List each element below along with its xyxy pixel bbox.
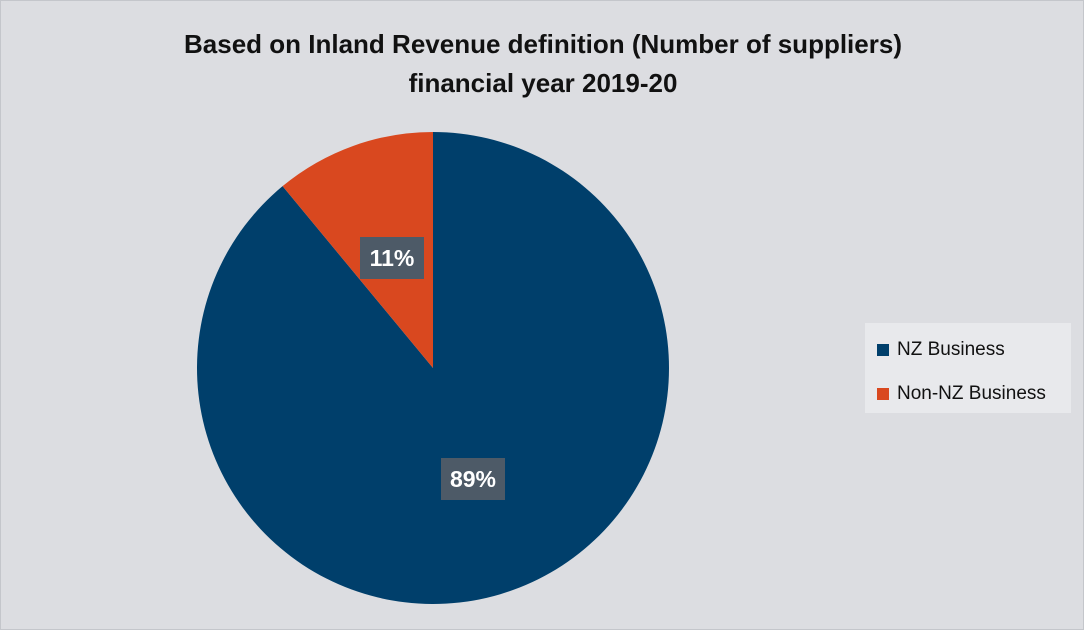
chart-title-line-1: Based on Inland Revenue definition (Numb… — [184, 29, 902, 59]
data-label-nz-business: 89% — [441, 458, 505, 500]
pie-data-labels: 89% 11% — [360, 237, 505, 500]
pie-slices — [196, 132, 670, 605]
pie-slice-nz-business — [196, 132, 670, 605]
chart-legend: NZ Business Non-NZ Business — [865, 323, 1071, 413]
legend-swatch-non-nz-business — [877, 388, 889, 400]
legend-item-non-nz-business: Non-NZ Business — [877, 377, 1071, 411]
legend-item-nz-business: NZ Business — [877, 333, 1071, 367]
legend-swatch-nz-business — [877, 344, 889, 356]
legend-label-non-nz-business: Non-NZ Business — [897, 383, 1046, 404]
chart-title-line-2: financial year 2019-20 — [408, 68, 678, 98]
chart-title: Based on Inland Revenue definition (Numb… — [1, 25, 1084, 103]
data-label-text: 11% — [370, 245, 415, 271]
data-label-non-nz-business: 11% — [360, 237, 424, 279]
data-label-text: 89% — [450, 466, 496, 492]
pie-slice-non-nz-business — [282, 132, 433, 368]
legend-label-nz-business: NZ Business — [897, 339, 1005, 360]
data-label-background — [441, 458, 505, 500]
data-label-background — [360, 237, 424, 279]
